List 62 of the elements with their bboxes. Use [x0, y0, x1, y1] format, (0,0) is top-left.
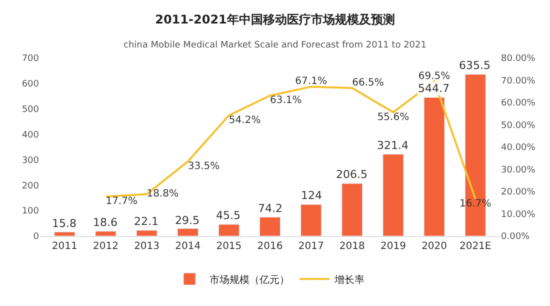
- y-tick-label: 0: [33, 232, 40, 242]
- y2-tick-label: 20.00%: [501, 188, 536, 198]
- data-label: 54.2%: [228, 114, 261, 126]
- x-tick-label: 2019: [380, 241, 406, 252]
- data-label: 69.5%: [418, 70, 450, 82]
- x-tick-label: 2021E: [459, 241, 492, 252]
- x-tick-label: 2017: [298, 241, 324, 252]
- data-label: 321.4: [377, 139, 408, 152]
- data-label: 33.5%: [188, 160, 220, 172]
- data-label: 67.1%: [295, 76, 327, 88]
- bar: [177, 228, 198, 236]
- bar: [54, 232, 76, 236]
- y2-tick-label: 30.00%: [501, 165, 536, 176]
- bar: [136, 230, 158, 236]
- y2-tick-label: 0.00%: [501, 232, 530, 242]
- data-label: 55.6%: [377, 112, 410, 123]
- y2-tick-label: 70.00%: [501, 76, 536, 86]
- y-tick-label: 500: [22, 105, 40, 116]
- x-tick-label: 2014: [175, 241, 201, 252]
- data-label: 635.5: [459, 59, 490, 72]
- data-label: 18.8%: [146, 188, 179, 200]
- data-label: 15.8: [52, 217, 76, 230]
- y2-tick-label: 80.00%: [501, 54, 536, 64]
- chart-title: 2011-2021年中国移动医疗市场规模及预测: [155, 12, 395, 27]
- data-label: 544.7: [418, 82, 450, 95]
- x-tick-label: 2020: [422, 241, 448, 252]
- y-tick-label: 600: [22, 80, 40, 90]
- data-label: 66.5%: [352, 78, 384, 89]
- x-tick-label: 2012: [92, 241, 118, 252]
- y2-tick-label: 50.00%: [501, 120, 536, 131]
- bar: [424, 97, 445, 236]
- data-label: 22.1: [134, 215, 158, 228]
- y-tick-label: 100: [22, 206, 40, 217]
- legend-label: 市场规模（亿元）: [210, 274, 290, 286]
- y-tick-label: 200: [22, 181, 40, 192]
- bar: [300, 204, 322, 236]
- x-tick-label: 2011: [52, 241, 78, 252]
- x-tick-label: 2013: [134, 241, 160, 252]
- x-tick-label: 2016: [257, 241, 283, 252]
- y-tick-label: 300: [22, 156, 40, 166]
- bar: [382, 154, 404, 236]
- data-label: 206.5: [336, 168, 368, 181]
- bar: [342, 183, 363, 236]
- y-tick-label: 700: [22, 54, 40, 64]
- data-label: 124: [301, 189, 322, 202]
- data-label: 17.7%: [106, 196, 138, 208]
- y2-tick-label: 10.00%: [501, 210, 536, 220]
- y2-tick-label: 40.00%: [501, 143, 536, 154]
- data-label: 74.2: [258, 202, 282, 215]
- y-tick-label: 400: [22, 130, 40, 140]
- y2-tick-label: 60.00%: [501, 98, 536, 109]
- legend-label: 增长率: [334, 274, 364, 286]
- data-label: 29.5: [175, 214, 200, 227]
- data-label: 63.1%: [270, 95, 302, 106]
- bar: [95, 231, 116, 236]
- bar: [259, 216, 281, 236]
- bar: [218, 224, 240, 236]
- x-tick-label: 2015: [216, 241, 242, 252]
- x-tick-label: 2018: [339, 241, 365, 252]
- data-label: 45.5: [216, 209, 240, 222]
- data-label: 18.6: [93, 216, 118, 229]
- chart-subtitle: china Mobile Medical Market Scale and Forecast from 2011 to 2021: [124, 40, 426, 50]
